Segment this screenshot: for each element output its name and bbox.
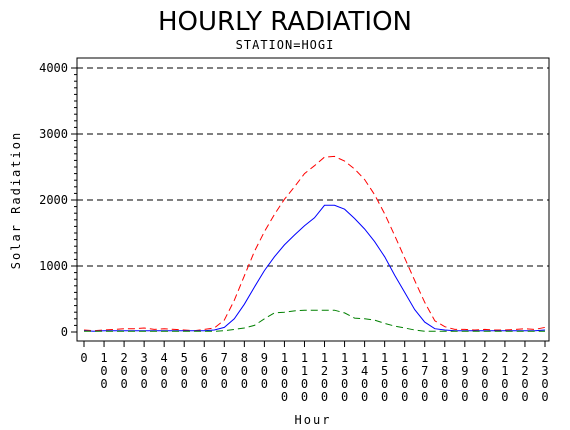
series-line-2 bbox=[84, 309, 545, 332]
y-tick-label: 4000 bbox=[39, 61, 68, 75]
x-tick-label: 0 bbox=[80, 351, 87, 365]
series-line-0 bbox=[83, 155, 546, 332]
y-axis: 0 1000 2000 3000 4000 bbox=[39, 61, 77, 339]
y-tick-label: 1000 bbox=[39, 259, 68, 273]
x-axis: 0 1 0 0 2 0 0 3 0 0 4 0 0 5 0 0 6 0 0 7 0 0 8 0 0 9 0 0 1 0 0 0 1 1 0 0 1 2 0 0… bbox=[80, 341, 549, 404]
y-tick-label: 2000 bbox=[39, 193, 68, 207]
y-tick-label: 0 bbox=[61, 325, 68, 339]
chart-subtitle: STATION=HOGI bbox=[236, 38, 335, 52]
chart-title: HOURLY RADIATION bbox=[158, 7, 412, 37]
y-axis-label: Solar Radiation bbox=[9, 131, 23, 269]
y-tick-label: 3000 bbox=[39, 127, 68, 141]
gridlines bbox=[77, 67, 549, 267]
series-lines bbox=[83, 155, 546, 332]
x-axis-label: Hour bbox=[295, 413, 332, 427]
series-line-1 bbox=[83, 204, 546, 332]
